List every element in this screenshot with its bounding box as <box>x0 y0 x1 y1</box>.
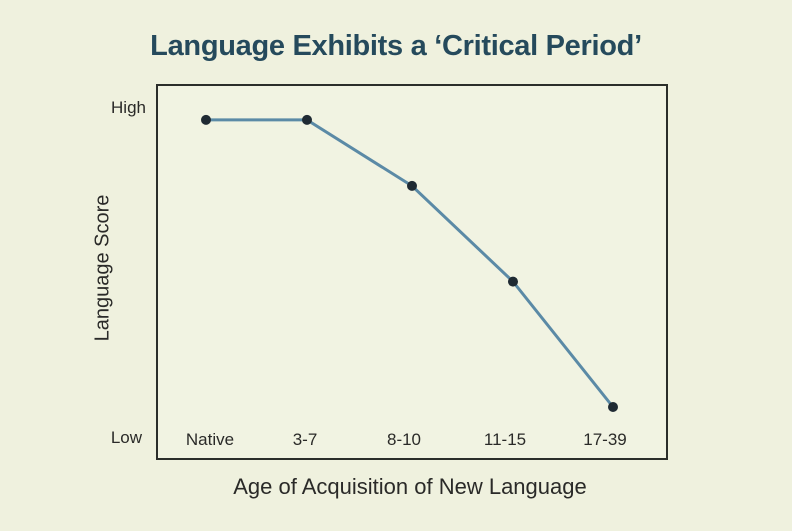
x-tick-11-15: 11-15 <box>483 430 527 449</box>
y-tick-low: Low <box>110 428 142 447</box>
x-axis-label: Age of Acquisition of New Language <box>233 474 587 499</box>
plot-area <box>156 84 668 460</box>
x-tick-3-7: 3-7 <box>292 430 318 449</box>
x-tick-native: Native <box>185 430 235 449</box>
data-point-3-7 <box>302 114 312 125</box>
chart-title: Language Exhibits a ‘Critical Period’ <box>150 30 642 62</box>
x-tick-17-39: 17-39 <box>583 430 627 449</box>
data-point-11-15 <box>508 276 518 287</box>
data-point-Native <box>201 114 211 125</box>
data-point-17-39 <box>608 402 618 412</box>
y-tick-high: High <box>111 98 146 117</box>
x-tick-8-10: 8-10 <box>386 430 422 449</box>
series-line <box>206 118 615 408</box>
data-point-8-10 <box>407 180 417 191</box>
